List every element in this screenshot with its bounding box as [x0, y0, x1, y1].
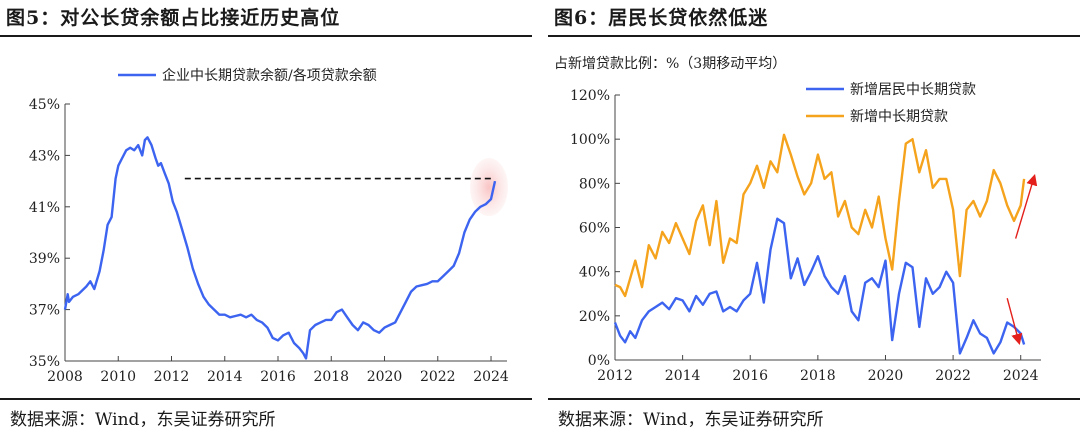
figure-5-title: 图5：对公长贷余额占比接近历史高位 — [6, 7, 341, 29]
fig6-x-tick-label: 2014 — [665, 368, 701, 384]
figure-6-source: 数据来源：Wind，东吴证券研究所 — [558, 410, 824, 430]
fig5-x-tick-label: 2012 — [154, 369, 190, 385]
fig5-x-tick-label: 2010 — [100, 369, 136, 385]
fig6-x-tick-label: 2024 — [1003, 368, 1039, 384]
fig5-y-tick-label: 45% — [29, 97, 60, 113]
fig6-x-tick-label: 2016 — [732, 368, 768, 384]
fig6-y-axis-label: 占新增贷款比例：%（3期移动平均） — [554, 56, 786, 72]
fig5-y-tick-label: 37% — [29, 303, 60, 319]
fig5-x-tick-label: 2020 — [367, 369, 403, 385]
fig5-y-tick-label: 43% — [29, 148, 60, 164]
fig6-series-2-line — [614, 133, 1026, 298]
fig6-y-tick-label: 0% — [588, 353, 610, 369]
figure-6-title: 图6：居民长贷依然低迷 — [554, 7, 769, 29]
figure-6-panel: 图6：居民长贷依然低迷 0% 20% 40% 60% 80% 100% 120% 2012 20… — [548, 0, 1080, 446]
fig6-legend-label-2: 新增中长期贷款 — [850, 109, 948, 125]
fig6-series-1-line — [613, 217, 1026, 355]
fig5-highlight-glow — [470, 158, 509, 217]
fig6-y-tick-label: 100% — [570, 132, 610, 148]
fig6-legend-label-1: 新增居民中长期贷款 — [850, 82, 976, 98]
fig6-y-tick-label: 80% — [579, 176, 610, 192]
fig6-y-tick-label: 40% — [579, 265, 610, 281]
figure-5-chart: 35% 37% 39% 41% 43% 45% 2008 2010 2012 2014 2016 20… — [29, 67, 509, 385]
fig5-x-tick-label: 2018 — [313, 369, 349, 385]
fig6-arrow-down — [1006, 297, 1023, 346]
fig5-x-tick-label: 2024 — [473, 369, 509, 385]
fig6-y-tick-label: 20% — [579, 309, 610, 325]
fig5-x-tick-label: 2014 — [207, 369, 243, 385]
figure-5-top-rule — [0, 35, 532, 37]
fig5-series-1-line — [63, 136, 497, 360]
fig6-y-tick-label: 60% — [579, 221, 610, 237]
fig5-legend-label-1: 企业中长期贷款余额/各项贷款余额 — [162, 67, 377, 84]
fig5-x-tick-label: 2008 — [47, 369, 83, 385]
fig5-y-tick-label: 41% — [29, 200, 60, 216]
fig5-x-tick-label: 2016 — [260, 369, 296, 385]
figure-5-source: 数据来源：Wind，东吴证券研究所 — [10, 410, 276, 430]
fig6-arrow-up — [1014, 174, 1038, 239]
figure-6-top-rule — [548, 35, 1080, 37]
fig5-y-tick-label: 39% — [29, 251, 60, 267]
figure-5-panel: 图5：对公长贷余额占比接近历史高位 35% 37% 39% 41% 43% 45% 2008… — [0, 0, 532, 446]
fig5-y-tick-label: 35% — [29, 354, 60, 370]
fig5-x-tick-label: 2022 — [420, 369, 456, 385]
fig6-x-tick-label: 2022 — [935, 368, 971, 384]
figure-5-bottom-rule — [0, 398, 532, 400]
fig6-x-tick-label: 2012 — [597, 368, 633, 384]
fig6-y-tick-label: 120% — [570, 88, 610, 104]
fig6-x-tick-label: 2020 — [868, 368, 904, 384]
figure-6-chart: 0% 20% 40% 60% 80% 100% 120% 2012 2014 2016 2018 20… — [554, 56, 1041, 384]
figure-6-bottom-rule — [548, 398, 1080, 400]
fig6-x-tick-label: 2018 — [800, 368, 836, 384]
